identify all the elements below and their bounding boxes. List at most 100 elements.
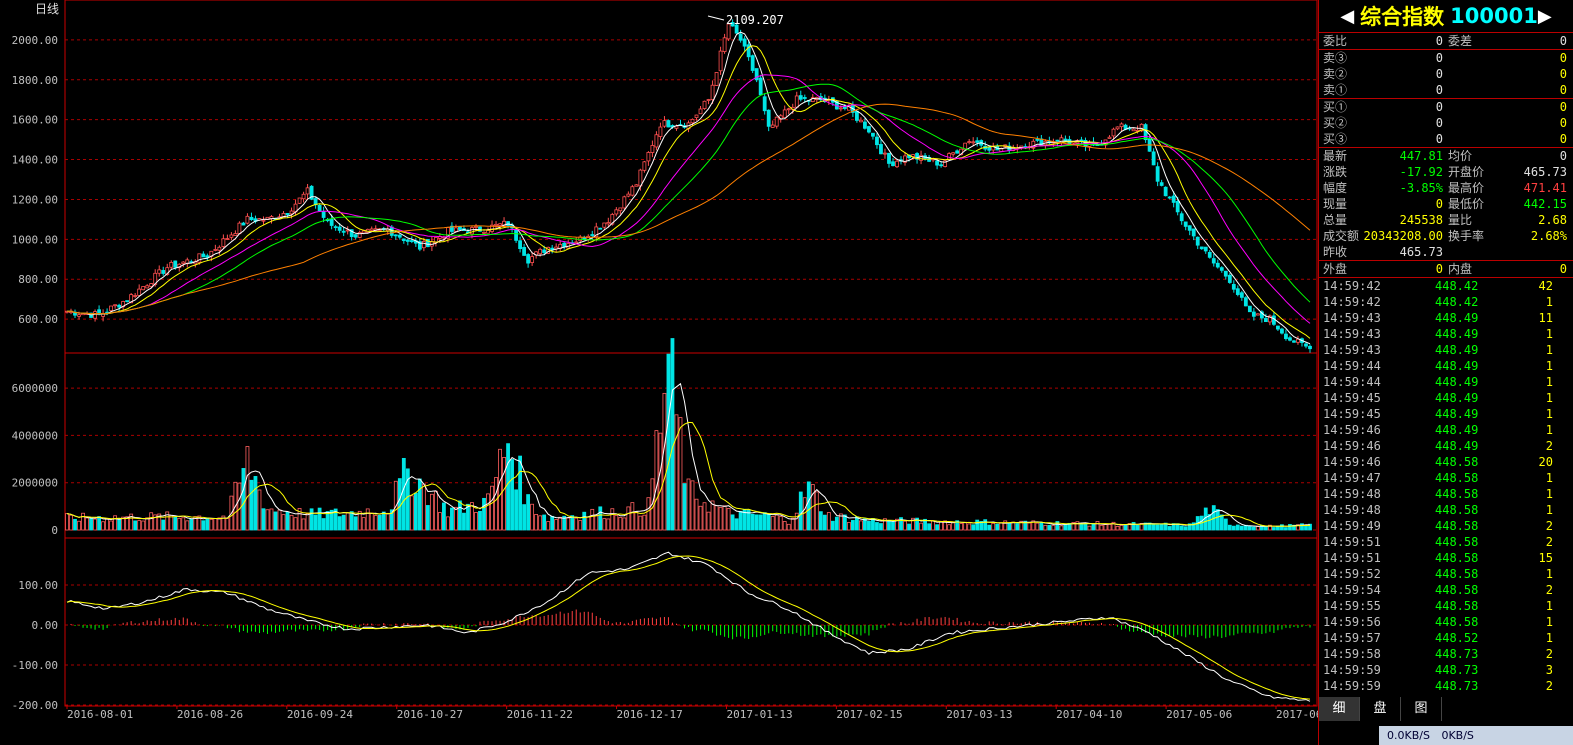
candle-body	[409, 240, 414, 242]
volume-bar	[959, 523, 964, 531]
volume-bar	[1288, 524, 1292, 531]
candle-body	[393, 234, 398, 237]
volume-bar	[963, 521, 968, 531]
volume-bar	[947, 524, 952, 531]
tick-price: 448.42	[1435, 295, 1479, 309]
tick-time: 14:59:49	[1323, 519, 1381, 533]
candle-body	[987, 146, 992, 151]
date-label: 2016-09-24	[287, 708, 354, 721]
index-code: 100001	[1450, 4, 1538, 28]
weicha-label: 委差	[1448, 34, 1473, 48]
tick-volume: 2	[1545, 647, 1553, 661]
volume-bar	[1207, 514, 1212, 531]
volume-bar	[790, 517, 795, 531]
candle-body	[919, 154, 923, 161]
candle-body	[943, 160, 948, 167]
volume-bar	[875, 522, 879, 531]
candle-body	[606, 222, 611, 225]
volume-bar	[1075, 521, 1080, 531]
next-arrow-icon[interactable]: ▶	[1537, 5, 1552, 27]
volume-bar	[830, 520, 835, 531]
volume-bar	[1071, 522, 1076, 531]
prev-arrow-icon[interactable]: ◀	[1340, 5, 1355, 27]
macd-tick-label: 0.00	[32, 619, 59, 632]
volume-bar	[911, 517, 915, 531]
tick-price: 448.58	[1435, 455, 1479, 469]
tick-volume: 20	[1538, 455, 1553, 469]
volume-bar	[1043, 524, 1048, 531]
volume-bar	[658, 432, 663, 531]
candle-body	[1292, 340, 1296, 343]
open-label: 开盘价	[1448, 165, 1485, 179]
volume-bar	[586, 516, 591, 531]
price-tick-label: 800.00	[18, 273, 58, 286]
candle-body	[802, 97, 807, 99]
tick-list[interactable]: 14:59:42 448.42 42 14:59:42 448.42 1 14:59:43 4…	[1319, 278, 1573, 694]
tick-row: 14:59:55 448.58 1	[1319, 598, 1573, 614]
tick-time: 14:59:46	[1323, 423, 1381, 437]
candle-body	[1183, 221, 1188, 227]
tick-volume: 1	[1545, 599, 1553, 613]
candle-body	[237, 222, 242, 235]
candle-body	[1280, 328, 1284, 334]
candle-body	[141, 286, 146, 291]
volume-bar	[1296, 524, 1300, 531]
tick-price: 448.58	[1435, 567, 1479, 581]
volume-bar	[213, 518, 218, 531]
volume-bar	[1139, 522, 1144, 531]
volume-bar	[730, 514, 735, 531]
volume-bar	[357, 510, 362, 531]
tick-row: 14:59:56 448.58 1	[1319, 614, 1573, 630]
turnover-label: 换手率	[1448, 229, 1485, 243]
volume-bar	[265, 509, 270, 531]
volume-bar	[1003, 520, 1008, 531]
volume-bar	[999, 522, 1004, 531]
candle-body	[1151, 151, 1156, 166]
tab-pan[interactable]: 盘	[1360, 697, 1401, 721]
tick-volume: 2	[1545, 535, 1553, 549]
volume-bar	[778, 516, 783, 531]
candle-body	[855, 110, 859, 121]
volume-bar	[405, 468, 410, 531]
candle-body	[754, 68, 759, 81]
ma5-line	[67, 31, 1311, 345]
tab-chart[interactable]: 图	[1401, 697, 1442, 721]
candle-body	[486, 230, 490, 234]
tab-detail[interactable]: 细	[1319, 697, 1360, 721]
candle-body	[1139, 123, 1144, 132]
candle-body	[626, 193, 631, 197]
tick-volume: 15	[1538, 551, 1553, 565]
tick-time: 14:59:46	[1323, 455, 1381, 469]
candle-body	[113, 304, 118, 307]
candle-body	[225, 238, 230, 240]
volume-bar	[305, 513, 310, 531]
high-marker: 2109.207	[726, 13, 784, 27]
tick-time: 14:59:46	[1323, 439, 1381, 453]
volume-bar	[1235, 524, 1240, 531]
kline-chart[interactable]: 日线 2000.00 1800.00 1600.00 1400.00 1200.00 100…	[0, 0, 1318, 745]
volume-bar	[389, 509, 394, 531]
volume-bar	[983, 519, 988, 531]
volume-bar	[269, 508, 274, 531]
volume-bar	[859, 520, 863, 531]
tick-time: 14:59:56	[1323, 615, 1381, 629]
volume-bar	[333, 508, 338, 531]
buy2-price: 0	[1435, 116, 1443, 130]
upload-speed: 0KB/S	[1441, 729, 1474, 742]
prev-label: 昨收	[1323, 245, 1348, 259]
weibi-row: 委比 0 委差 0	[1319, 33, 1573, 50]
candle-body	[714, 72, 719, 86]
volume-bar	[1119, 524, 1124, 531]
volume-bar	[1187, 523, 1192, 531]
volume-bar	[923, 518, 927, 531]
volume-bar	[241, 468, 246, 531]
price-tick-label: 1400.00	[12, 154, 58, 167]
candle-body	[1263, 318, 1268, 323]
tick-row: 14:59:44 448.49 1	[1319, 374, 1573, 390]
candle-body	[1199, 246, 1204, 250]
candle-body	[538, 248, 543, 255]
buy3-vol: 0	[1559, 132, 1567, 146]
candle-body	[518, 240, 522, 250]
candle-body	[173, 260, 178, 268]
tick-volume: 1	[1545, 391, 1553, 405]
